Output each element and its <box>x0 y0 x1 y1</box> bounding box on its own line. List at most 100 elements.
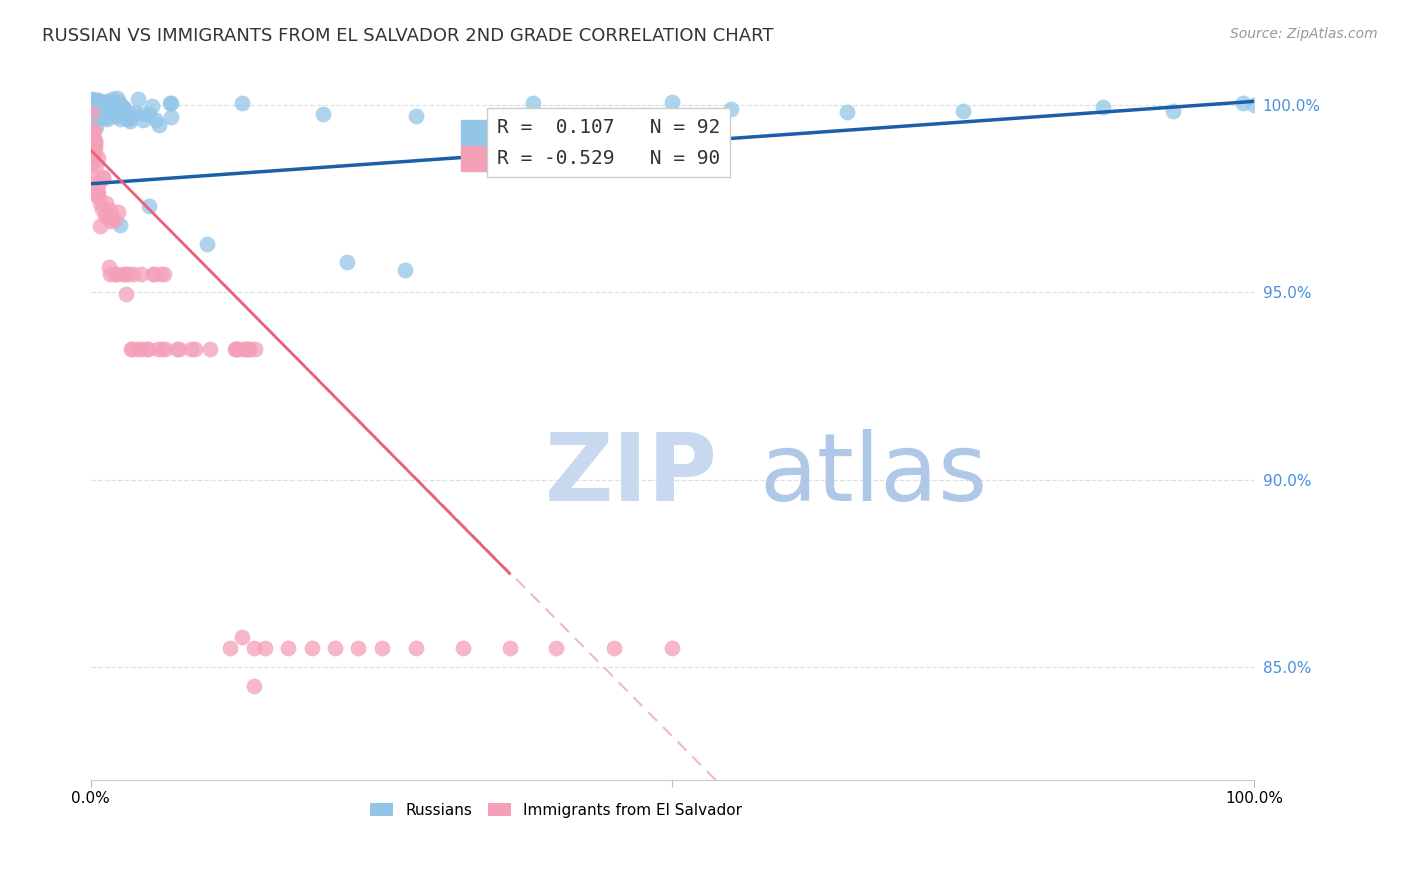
Point <box>224 342 246 356</box>
Point <box>243 342 266 356</box>
Point <box>107 204 129 219</box>
Point <box>405 109 427 123</box>
Point <box>98 214 121 228</box>
Point <box>238 342 260 356</box>
Point <box>108 218 131 232</box>
Point <box>86 99 108 113</box>
Point <box>83 102 105 116</box>
Point <box>80 155 103 169</box>
Point <box>145 112 167 127</box>
Point <box>94 205 117 219</box>
Point <box>82 102 104 116</box>
Point <box>84 158 107 172</box>
Point <box>80 177 103 191</box>
Point <box>80 92 103 106</box>
Point <box>370 641 392 656</box>
Point <box>105 267 128 281</box>
Point <box>87 189 110 203</box>
Point <box>132 107 155 121</box>
Point <box>347 641 370 656</box>
Point <box>117 106 139 120</box>
Point <box>127 92 149 106</box>
Point <box>121 267 143 281</box>
Point <box>142 267 165 281</box>
Point <box>98 211 121 225</box>
Point <box>153 267 176 281</box>
Point <box>120 111 142 125</box>
Point <box>83 95 105 110</box>
Legend: Russians, Immigrants from El Salvador: Russians, Immigrants from El Salvador <box>364 797 748 824</box>
Point <box>129 267 152 281</box>
Point <box>96 196 118 211</box>
Point <box>242 641 264 656</box>
Point <box>1232 95 1254 110</box>
Point <box>159 96 181 111</box>
Point <box>131 342 153 356</box>
Point <box>336 255 359 269</box>
Point <box>312 107 335 121</box>
Point <box>136 342 159 356</box>
Point <box>101 92 124 106</box>
Point <box>127 342 149 356</box>
Point <box>94 209 117 223</box>
Point <box>98 260 121 274</box>
Point <box>87 106 110 120</box>
Point <box>80 105 103 120</box>
Text: RUSSIAN VS IMMIGRANTS FROM EL SALVADOR 2ND GRADE CORRELATION CHART: RUSSIAN VS IMMIGRANTS FROM EL SALVADOR 2… <box>42 27 773 45</box>
Point <box>235 342 257 356</box>
Point <box>87 107 110 121</box>
Point <box>91 108 114 122</box>
Point <box>96 112 118 126</box>
Text: R =  0.107   N = 92
R = -0.529   N = 90: R = 0.107 N = 92 R = -0.529 N = 90 <box>496 118 720 168</box>
Point <box>86 188 108 202</box>
Point <box>238 342 260 356</box>
Point <box>83 107 105 121</box>
Point <box>87 151 110 165</box>
Point <box>121 342 143 356</box>
Point <box>120 342 142 356</box>
Point <box>603 641 626 656</box>
Point <box>661 95 683 109</box>
Point <box>180 342 202 356</box>
Point <box>124 105 146 120</box>
Point <box>184 342 207 356</box>
FancyBboxPatch shape <box>461 120 491 145</box>
Text: atlas: atlas <box>759 428 988 521</box>
Point <box>132 112 155 127</box>
Point <box>86 107 108 121</box>
Point <box>80 169 103 183</box>
Point <box>108 95 131 109</box>
Point <box>498 641 520 656</box>
Point <box>118 114 141 128</box>
Point <box>83 130 105 145</box>
Point <box>225 342 247 356</box>
Point <box>451 641 474 656</box>
Point <box>661 641 683 656</box>
Point <box>231 95 253 110</box>
Point <box>231 630 253 644</box>
Point <box>98 202 121 217</box>
Point <box>83 123 105 137</box>
Point <box>1092 100 1115 114</box>
Point <box>546 641 568 656</box>
Point <box>195 236 218 251</box>
Point <box>166 342 188 356</box>
Point <box>108 103 131 118</box>
Point <box>225 342 247 356</box>
Point <box>277 641 299 656</box>
Point <box>82 148 104 162</box>
FancyBboxPatch shape <box>461 145 491 170</box>
Point <box>91 100 114 114</box>
Point <box>142 267 165 281</box>
Point <box>93 170 115 185</box>
Point <box>219 641 242 656</box>
Point <box>90 111 112 125</box>
Point <box>138 342 160 356</box>
Point <box>254 641 277 656</box>
Point <box>323 641 346 656</box>
Point <box>90 97 112 112</box>
Point <box>87 178 110 192</box>
Point <box>96 94 118 108</box>
Point <box>80 101 103 115</box>
Point <box>101 97 124 112</box>
